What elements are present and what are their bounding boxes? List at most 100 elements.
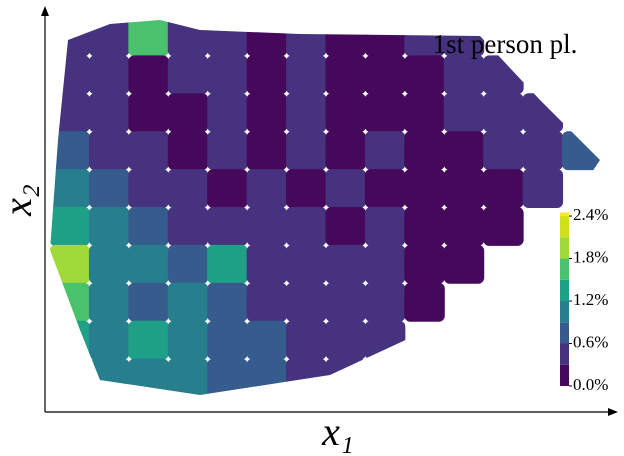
contour-cell — [246, 93, 288, 133]
contour-cell — [128, 55, 169, 95]
contour-cell — [246, 20, 288, 57]
contour-cell — [562, 131, 600, 171]
colorbar-tick-label: 1.8% — [573, 247, 608, 266]
contour-cell — [364, 169, 406, 208]
contour-cell — [167, 358, 209, 395]
colorbar-band — [560, 237, 569, 259]
contour-cell — [404, 93, 445, 133]
contour-cell — [246, 207, 288, 246]
contour-cell — [88, 169, 130, 208]
contour-cell — [128, 169, 169, 208]
contour-cell — [128, 131, 169, 171]
contour-cell — [364, 320, 406, 360]
contour-cell — [364, 93, 406, 133]
contour-cell — [167, 131, 209, 171]
contour-cell — [50, 20, 90, 57]
contour-cell — [128, 358, 169, 395]
contour-cell — [443, 131, 485, 171]
colorbar-band — [560, 301, 569, 323]
contour-cell — [325, 131, 366, 171]
contour-cell — [50, 282, 90, 322]
contour-cell — [88, 207, 130, 246]
contour-cell — [207, 131, 248, 171]
colorbar-band — [560, 216, 569, 238]
colorbar-band — [560, 212, 569, 217]
contour-cell — [88, 320, 130, 360]
contour-cell — [325, 93, 366, 133]
contour-cell — [88, 282, 130, 322]
contour-cell — [167, 20, 209, 57]
contour-cell — [246, 169, 288, 208]
contour-cell — [50, 169, 90, 209]
contour-cell — [246, 320, 288, 360]
contour-field — [50, 20, 600, 395]
y-arrow — [41, 6, 49, 16]
contour-cell — [286, 93, 327, 133]
contour-cell — [167, 93, 209, 133]
colorbar-tick-label: 1.2% — [573, 290, 608, 309]
contour-cell — [364, 131, 406, 171]
contour-cell — [522, 93, 564, 133]
contour-cell — [167, 55, 209, 95]
contour-cell — [325, 20, 366, 57]
x-axis-label: x₁ — [321, 409, 354, 454]
colorbar-tick-label: 0.0% — [573, 375, 608, 394]
contour-cell — [286, 207, 327, 246]
contour-cell — [286, 320, 327, 360]
contour-cell — [207, 244, 248, 284]
contour-cell — [404, 244, 445, 284]
contour-cell — [246, 55, 288, 95]
contour-cell — [128, 93, 169, 133]
contour-cell — [483, 93, 524, 133]
contour-cell — [167, 282, 209, 322]
contour-cell — [128, 207, 169, 246]
colorbar: 0.0% 0.6% 1.2% 1.8% 2.4% — [560, 205, 608, 394]
contour-cell — [88, 20, 130, 57]
contour-cell — [207, 55, 248, 95]
contour-cell — [50, 55, 90, 95]
contour-cell — [364, 244, 406, 284]
contour-cell — [207, 169, 248, 208]
contour-cell — [246, 358, 288, 395]
contour-cell — [443, 93, 485, 133]
contour-cell — [364, 20, 406, 57]
contour-cell — [483, 55, 524, 95]
contour-cell — [246, 282, 288, 322]
x-arrow — [608, 408, 618, 416]
y-axis-label: x₂ — [0, 184, 40, 217]
contour-cell — [128, 282, 169, 322]
contour-cell — [207, 282, 248, 322]
chart-title: 1st person pl. — [433, 29, 578, 59]
contour-cell — [286, 20, 327, 57]
contour-cell — [443, 207, 485, 246]
colorbar-tick-label: 0.6% — [573, 332, 608, 351]
contour-cell — [286, 169, 327, 208]
contour-cell — [50, 207, 90, 246]
contour-cell — [443, 55, 485, 95]
contour-cell — [483, 207, 524, 246]
contour-cell — [207, 320, 248, 360]
contour-cell — [167, 320, 209, 360]
contour-cell — [207, 20, 248, 57]
contour-cell — [167, 244, 209, 284]
contour-cell — [50, 244, 90, 284]
contour-cell — [286, 244, 327, 284]
contour-cell — [88, 244, 130, 284]
contour-cell — [207, 93, 248, 133]
colorbar-tick-label: 2.4% — [573, 205, 608, 224]
contour-cell — [88, 131, 130, 171]
contour-cell — [128, 320, 169, 360]
contour-cell — [50, 131, 90, 171]
contour-cell — [404, 207, 445, 246]
colorbar-band — [560, 343, 569, 365]
contour-cell — [325, 169, 366, 208]
colorbar-band — [560, 258, 569, 280]
contour-cell — [404, 55, 445, 95]
contour-cell — [286, 358, 327, 395]
contour-cell — [325, 320, 366, 360]
contour-cell — [286, 55, 327, 95]
contour-cell — [364, 207, 406, 246]
contour-cell — [404, 282, 445, 322]
contour-cell — [246, 131, 288, 171]
